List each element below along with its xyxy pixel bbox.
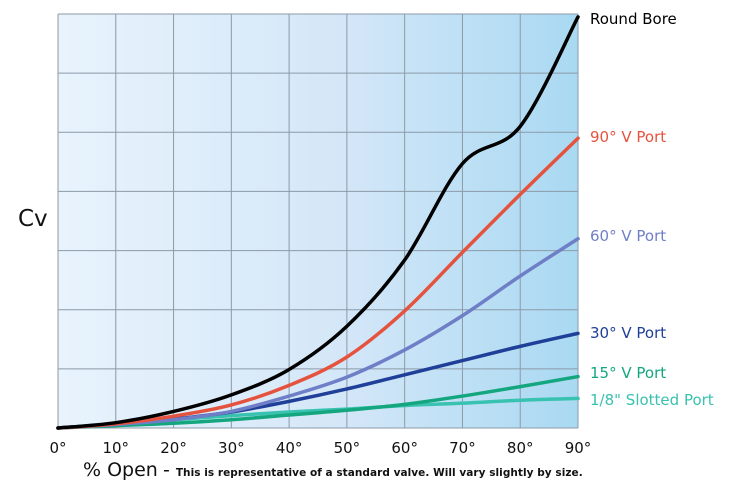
series-label: 30° V Port (590, 324, 666, 342)
x-tick-label: 80° (507, 439, 534, 457)
grid (57, 13, 579, 429)
chart-note: This is representative of a standard val… (175, 467, 583, 479)
x-tick-label: 70° (449, 439, 476, 457)
x-tick-label: 30° (218, 439, 245, 457)
y-axis-label: Cv (18, 206, 48, 232)
x-tick-label: 60° (391, 439, 418, 457)
plot-background (58, 14, 578, 428)
x-tick-label: 40° (276, 439, 303, 457)
footer: % Open - This is representative of a sta… (83, 459, 583, 481)
series-label: Round Bore (590, 10, 677, 28)
series-label: 15° V Port (590, 364, 666, 382)
x-tick-labels: 0° 10° 20° 30° 40° 50° 60° 70° 80° 90° (49, 439, 591, 457)
series-line-60-v-port (56, 236, 580, 430)
series-label: 60° V Port (590, 227, 666, 245)
x-tick-label: 90° (565, 439, 592, 457)
series-label: 1/8" Slotted Port (590, 391, 714, 409)
x-tick-label: 0° (49, 439, 66, 457)
series-line-round-bore (56, 15, 580, 430)
series-line-15-v-port (56, 374, 580, 430)
x-tick-label: 20° (160, 439, 187, 457)
x-axis-separator: - (162, 459, 176, 481)
series-label: 90° V Port (590, 128, 666, 146)
x-tick-label: 10° (102, 439, 129, 457)
x-axis-label: % Open (83, 459, 158, 481)
series-labels: Round Bore 90° V Port 60° V Port 30° V Port… (590, 10, 714, 409)
x-tick-label: 50° (334, 439, 361, 457)
series-group (56, 15, 580, 430)
series-line-90-v-port (56, 136, 580, 430)
